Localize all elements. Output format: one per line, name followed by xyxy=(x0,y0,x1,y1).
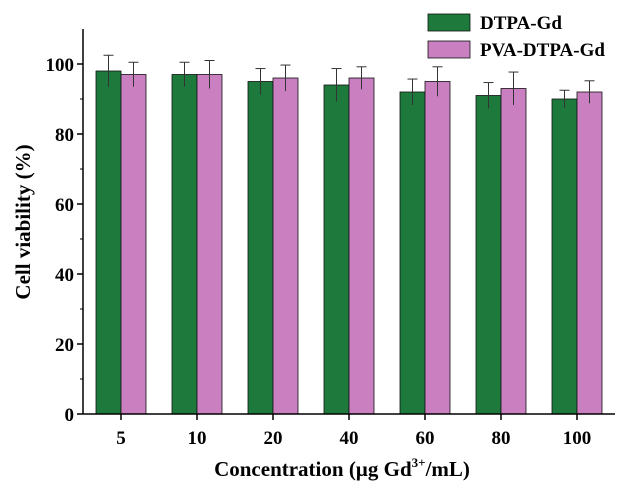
bar-dtpa-gd-80 xyxy=(475,95,502,415)
x-tick-label-80: 80 xyxy=(492,428,511,449)
y-tick-label-100: 100 xyxy=(46,55,75,76)
y-axis-title: Cell viability (%) xyxy=(11,144,35,299)
bar-pva-dtpa-gd-5 xyxy=(120,74,147,415)
bar-pva-dtpa-gd-60 xyxy=(424,81,451,415)
bar-dtpa-gd-10 xyxy=(171,74,198,415)
bar-pva-dtpa-gd-100 xyxy=(576,91,603,415)
legend: DTPA-Gd PVA-DTPA-Gd xyxy=(427,13,605,61)
y-tick-label-20: 20 xyxy=(55,335,74,356)
x-axis-title-superscript: 3+ xyxy=(412,455,426,470)
legend-swatch-pva-dtpa-gd xyxy=(427,40,471,59)
x-axis-title-tail: /mL) xyxy=(425,457,470,481)
x-axis-title-main: Concentration (µg Gd xyxy=(214,457,412,481)
x-tick-label-40: 40 xyxy=(340,428,359,449)
bar-dtpa-gd-20 xyxy=(247,81,274,415)
bar-pva-dtpa-gd-40 xyxy=(348,77,375,415)
y-tick-label-40: 40 xyxy=(55,265,74,286)
bars-layer xyxy=(95,70,603,415)
legend-label-dtpa-gd: DTPA-Gd xyxy=(480,13,562,34)
y-ticks: 0 20 40 60 80 100 xyxy=(46,55,83,426)
x-tick-label-5: 5 xyxy=(116,428,126,449)
x-tick-label-20: 20 xyxy=(264,428,283,449)
legend-label-pva-dtpa-gd: PVA-DTPA-Gd xyxy=(480,40,605,61)
x-ticks: 5 10 20 40 60 80 100 xyxy=(116,414,591,449)
y-tick-label-80: 80 xyxy=(55,125,74,146)
bar-pva-dtpa-gd-10 xyxy=(196,74,223,415)
bar-dtpa-gd-60 xyxy=(399,91,426,415)
x-tick-label-60: 60 xyxy=(416,428,435,449)
error-bars-layer xyxy=(103,54,595,109)
y-tick-label-0: 0 xyxy=(65,405,75,426)
bar-pva-dtpa-gd-80 xyxy=(500,88,527,415)
bar-pva-dtpa-gd-20 xyxy=(272,77,299,415)
bar-dtpa-gd-100 xyxy=(551,98,578,415)
x-axis-title: Concentration (µg Gd3+/mL) xyxy=(214,455,470,481)
y-tick-label-60: 60 xyxy=(55,195,74,216)
legend-swatch-dtpa-gd xyxy=(427,13,471,32)
x-tick-label-100: 100 xyxy=(563,428,592,449)
bar-dtpa-gd-5 xyxy=(95,70,122,415)
x-tick-label-10: 10 xyxy=(188,428,207,449)
bar-dtpa-gd-40 xyxy=(323,84,350,415)
